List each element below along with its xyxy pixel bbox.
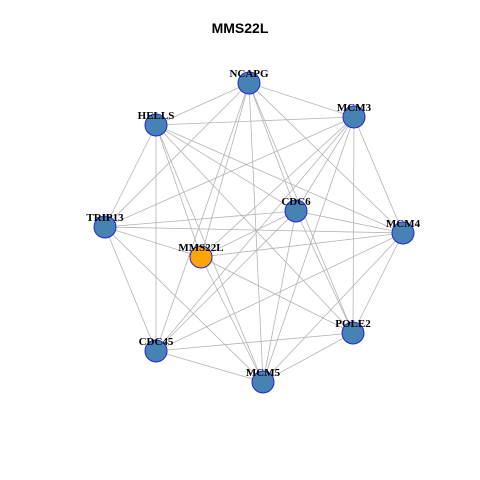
edge-mcm4-mms22l: [200, 232, 404, 258]
edge-ncapg-cdc45: [155, 82, 250, 352]
edge-mcm4-pole2: [352, 232, 404, 334]
edge-mcm3-mcm5: [262, 116, 355, 383]
edge-hells-cdc6: [155, 124, 297, 212]
edge-cdc6-pole2: [295, 210, 354, 334]
node-label-ncapg: NCAPG: [229, 68, 269, 80]
edge-trip13-mcm4: [104, 226, 404, 234]
node-ncapg[interactable]: [237, 71, 261, 95]
node-label-mcm3: MCM3: [337, 102, 372, 114]
node-label-mcm5: MCM5: [246, 367, 281, 379]
edge-mcm3-mms22l: [200, 116, 355, 258]
node-label-hells: HELLS: [138, 110, 175, 122]
edge-mcm3-cdc6: [295, 116, 355, 212]
edge-mcm4-cdc45: [155, 232, 404, 352]
edge-mcm3-pole2: [352, 116, 355, 334]
edge-cdc6-mms22l: [200, 210, 297, 258]
node-cdc45[interactable]: [144, 339, 168, 363]
edge-mcm4-mcm5: [262, 232, 404, 383]
node-mcm4[interactable]: [391, 221, 415, 245]
node-cdc6[interactable]: [284, 199, 308, 223]
edge-ncapg-mms22l: [200, 82, 250, 258]
edge-mms22l-pole2: [200, 256, 354, 334]
edge-pole2-cdc45: [155, 332, 354, 352]
edge-mcm3-trip13: [104, 116, 355, 228]
node-mcm3[interactable]: [342, 105, 366, 129]
edge-hells-pole2: [155, 124, 354, 334]
edge-ncapg-mcm3: [248, 82, 355, 118]
node-trip13[interactable]: [93, 215, 117, 239]
edges-layer: [104, 82, 404, 383]
edge-hells-mms22l: [155, 124, 202, 258]
edge-hells-mcm4: [155, 124, 404, 234]
node-label-mms22l: MMS22L: [178, 242, 223, 254]
node-pole2[interactable]: [341, 321, 365, 345]
nodes-layer: [93, 71, 415, 394]
edge-pole2-mcm5: [262, 332, 354, 383]
edge-hells-trip13: [104, 124, 157, 228]
node-mcm5[interactable]: [251, 370, 275, 394]
node-label-mcm4: MCM4: [386, 218, 421, 230]
node-label-cdc45: CDC45: [139, 336, 174, 348]
graph-title: MMS22L: [211, 20, 269, 36]
edge-trip13-mcm5: [104, 226, 264, 383]
node-label-pole2: POLE2: [335, 318, 371, 330]
labels-layer: NCAPG MCM3 HELLS CDC6 TRIP13 MCM4 MMS22L POLE2 C…: [86, 68, 420, 379]
node-mms22l[interactable]: [189, 245, 213, 269]
edge-cdc6-mcm4: [295, 210, 404, 234]
edge-mcm3-mcm4: [353, 116, 404, 234]
edge-ncapg-hells: [155, 82, 250, 126]
node-label-trip13: TRIP13: [86, 212, 124, 224]
edge-mms22l-mcm5: [200, 256, 264, 383]
edge-mcm3-hells: [155, 116, 355, 126]
edge-ncapg-trip13: [104, 82, 250, 228]
edge-ncapg-cdc6: [248, 82, 297, 212]
edge-trip13-cdc45: [104, 226, 157, 352]
node-label-cdc6: CDC6: [281, 196, 311, 208]
edge-mcm3-cdc45: [155, 116, 355, 352]
edge-trip13-mms22l: [104, 226, 202, 258]
edge-cdc6-cdc45: [155, 210, 297, 352]
edge-cdc6-trip13: [104, 210, 297, 228]
edge-ncapg-mcm4: [248, 82, 404, 234]
node-hells[interactable]: [144, 113, 168, 137]
edge-cdc45-mcm5: [155, 350, 264, 383]
